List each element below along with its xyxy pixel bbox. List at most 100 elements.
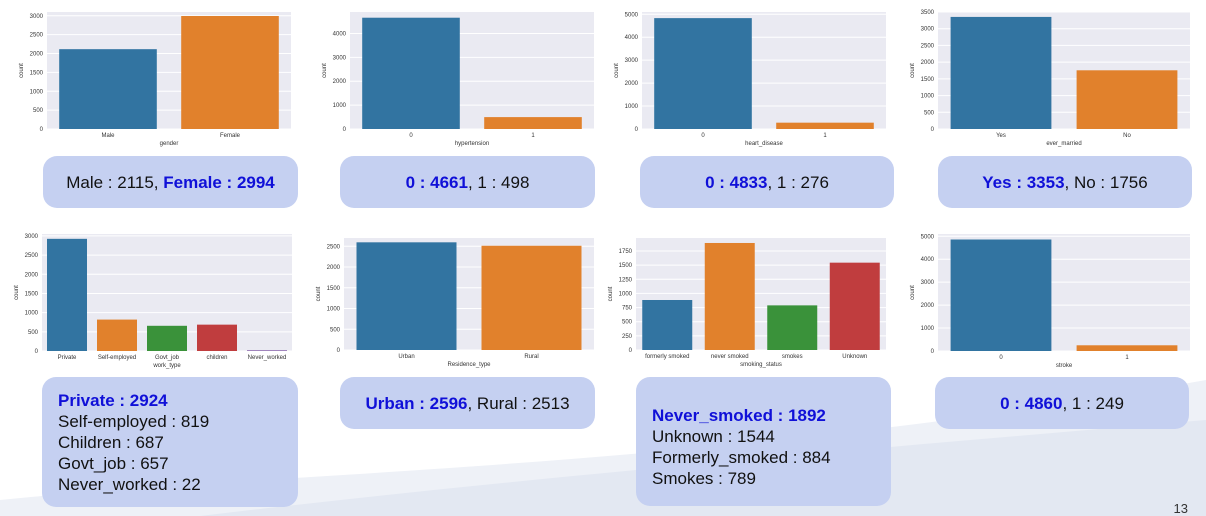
- y-axis-label: count: [19, 63, 25, 78]
- y-tick-label: 0: [40, 127, 44, 133]
- y-tick-label: 3000: [30, 14, 44, 20]
- y-tick-label: 0: [629, 348, 633, 354]
- bar: [47, 238, 87, 351]
- summary-ever-married: Yes : 3353, No : 1756: [938, 156, 1192, 208]
- page-number: 13: [1173, 501, 1188, 516]
- y-tick-label: 1000: [921, 94, 935, 100]
- y-tick-label: 2000: [921, 60, 935, 66]
- chart-residence-type: 0 500 1000 1500 2000 2500 Urban Rural Residence_…: [316, 238, 594, 368]
- bar: [767, 305, 818, 350]
- summary-stroke-major: 0 : 4860: [1000, 393, 1063, 413]
- y-tick-label: 0: [337, 348, 341, 354]
- x-tick-label: 0: [701, 133, 705, 139]
- x-tick-label: 1: [823, 133, 827, 139]
- summary-hypertension-major: 0 : 4661: [405, 172, 468, 192]
- x-tick-label: Govt_job: [155, 355, 180, 361]
- y-tick-label: 4000: [333, 31, 347, 37]
- summary-ever-married-minor: , No : 1756: [1064, 172, 1148, 192]
- y-tick-label: 3500: [921, 10, 935, 16]
- summary-residence-minor: , Rural : 2513: [467, 393, 570, 413]
- y-tick-label: 4000: [921, 257, 935, 263]
- summary-stroke-minor: , 1 : 249: [1062, 393, 1124, 413]
- summary-gender-female: Female : 2994: [163, 172, 275, 192]
- y-tick-label: 3000: [625, 58, 639, 64]
- y-tick-label: 0: [635, 127, 639, 133]
- x-axis-label: smoking_status: [740, 362, 782, 368]
- y-tick-label: 500: [33, 108, 44, 114]
- chart-gender: 0 500 1000 1500 2000 2500 3000 Male Female gender…: [19, 12, 291, 147]
- x-axis-label: hypertension: [455, 141, 489, 147]
- y-tick-label: 0: [343, 127, 347, 133]
- summary-ever-married-major: Yes : 3353: [982, 172, 1065, 192]
- summary-smoking: Never_smoked : 1892 Unknown : 1544 Forme…: [636, 377, 891, 506]
- bar: [654, 18, 752, 130]
- x-axis-label: ever_married: [1046, 141, 1081, 147]
- bar: [247, 350, 287, 351]
- y-tick-label: 1000: [921, 326, 935, 332]
- x-tick-label: smokes: [782, 354, 803, 360]
- summary-work-type-line: Govt_job : 657: [58, 453, 169, 473]
- summary-gender-male: Male : 2115,: [66, 172, 164, 192]
- y-tick-label: 1750: [619, 249, 633, 255]
- summary-smoking-major: Never_smoked : 1892: [652, 405, 826, 425]
- bar: [181, 16, 279, 130]
- x-tick-label: Yes: [996, 133, 1006, 139]
- summary-heart-disease-minor: , 1 : 276: [767, 172, 829, 192]
- y-tick-label: 2000: [25, 272, 39, 278]
- y-tick-label: 2500: [921, 43, 935, 49]
- x-tick-label: Self-employed: [98, 355, 136, 361]
- y-tick-label: 1000: [625, 104, 639, 110]
- x-tick-label: Female: [220, 133, 241, 139]
- y-axis-label: count: [322, 63, 328, 78]
- bar: [197, 324, 237, 351]
- y-tick-label: 3000: [921, 280, 935, 286]
- chart-work-type: 0 500 1000 1500 2000 2500 3000 Private Self-empl…: [14, 234, 292, 369]
- summary-smoking-line: Unknown : 1544: [652, 426, 775, 446]
- x-tick-label: 1: [531, 133, 535, 139]
- x-tick-label: 0: [409, 133, 413, 139]
- y-tick-label: 2000: [30, 52, 44, 58]
- bar: [481, 245, 582, 350]
- y-tick-label: 750: [622, 306, 633, 312]
- x-tick-label: children: [206, 355, 227, 361]
- bar: [829, 262, 880, 350]
- y-axis-label: count: [316, 286, 322, 301]
- y-tick-label: 500: [622, 320, 633, 326]
- y-tick-label: 3000: [921, 27, 935, 33]
- y-tick-label: 1000: [25, 311, 39, 317]
- x-tick-label: 1: [1125, 355, 1129, 361]
- chart-hypertension: 0 1000 2000 3000 4000 0 1 hypertension count: [322, 12, 594, 147]
- summary-heart-disease: 0 : 4833, 1 : 276: [640, 156, 894, 208]
- x-tick-label: Unknown: [842, 354, 867, 360]
- summary-smoking-line: Formerly_smoked : 884: [652, 447, 831, 467]
- summary-stroke: 0 : 4860, 1 : 249: [935, 377, 1189, 429]
- y-tick-label: 1000: [333, 103, 347, 109]
- y-tick-label: 1500: [25, 291, 39, 297]
- summary-work-type-major: Private : 2924: [58, 390, 168, 410]
- y-tick-label: 1250: [619, 277, 633, 283]
- y-tick-label: 0: [931, 349, 935, 355]
- y-tick-label: 3000: [333, 55, 347, 61]
- summary-work-type: Private : 2924 Self-employed : 819 Child…: [42, 377, 298, 507]
- chart-ever-married: 0 500 1000 1500 2000 2500 3000 3500 Yes No ever_ma…: [910, 10, 1190, 147]
- summary-work-type-line: Self-employed : 819: [58, 411, 210, 431]
- bar: [1076, 345, 1178, 351]
- bar: [59, 49, 157, 129]
- x-axis-label: stroke: [1056, 363, 1073, 369]
- y-axis-label: count: [614, 63, 620, 78]
- bar: [356, 242, 457, 350]
- summary-hypertension-minor: , 1 : 498: [467, 172, 530, 192]
- y-tick-label: 2000: [625, 81, 639, 87]
- summary-work-type-line: Children : 687: [58, 432, 164, 452]
- y-tick-label: 1500: [30, 70, 44, 76]
- y-axis-label: count: [910, 63, 916, 78]
- y-tick-label: 5000: [921, 234, 935, 240]
- y-tick-label: 1500: [327, 286, 341, 292]
- y-tick-label: 0: [35, 349, 39, 355]
- chart-heart-disease: 0 1000 2000 3000 4000 5000 0 1 heart_disease coun…: [614, 12, 886, 147]
- y-tick-label: 0: [931, 127, 935, 133]
- bar: [484, 117, 582, 129]
- bar: [147, 325, 187, 351]
- y-axis-label: count: [910, 285, 916, 300]
- x-tick-label: never smoked: [711, 354, 749, 360]
